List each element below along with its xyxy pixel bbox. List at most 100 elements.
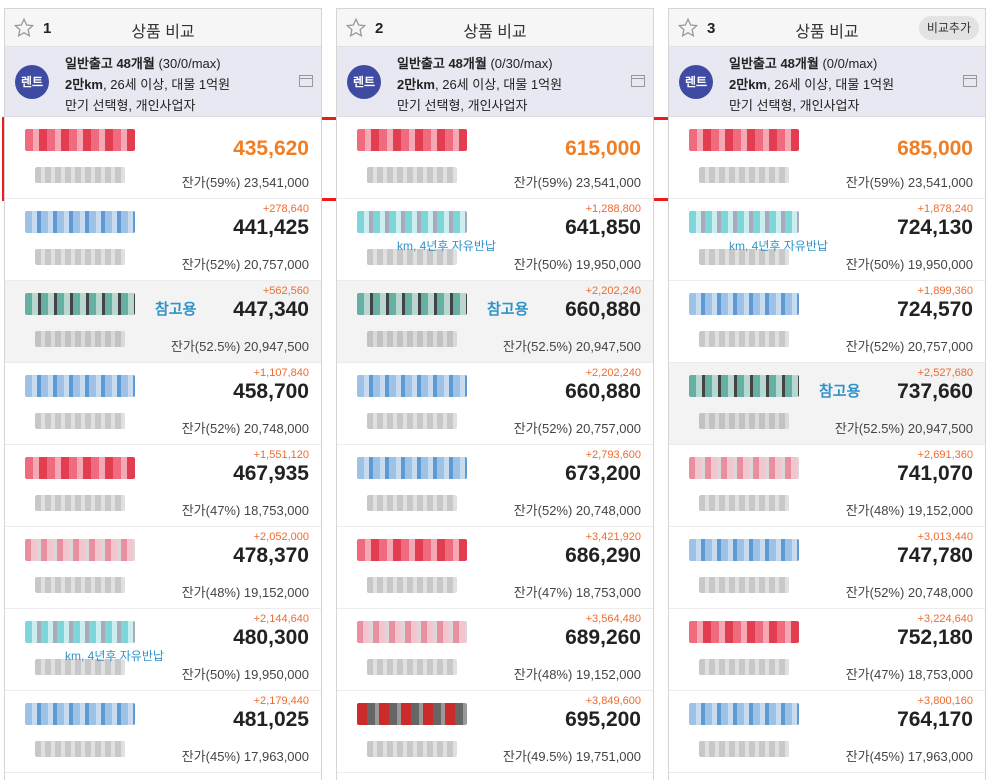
reference-label: 참고용 (487, 301, 529, 318)
price-difference: +1,551,120 (253, 449, 309, 461)
column-header: 1 상품 비교 (5, 9, 321, 47)
monthly-price: 741,070 (897, 462, 973, 485)
residual-value: 잔가(59%) 23,541,000 (845, 175, 973, 190)
product-row[interactable]: +2,793,600 673,200 잔가(52%) 20,748,000 (337, 445, 653, 527)
company-logo (357, 375, 467, 397)
mileage-note: km, 4년후 자유반납 (729, 239, 828, 253)
product-row[interactable]: +2,691,360 741,070 잔가(48%) 19,152,000 (669, 445, 985, 527)
product-row[interactable]: 435,620 잔가(59%) 23,541,000 (5, 117, 321, 199)
price-difference: +278,640 (262, 203, 309, 215)
reference-label: 참고용 (155, 301, 197, 318)
condition-mileage: 2만km (397, 77, 435, 92)
product-name-blurred (35, 413, 125, 429)
product-row[interactable]: +2,202,240 660,880 잔가(52%) 20,757,000 (337, 363, 653, 445)
condition-detail: , 26세 이상, 대물 1억원 (102, 77, 231, 92)
residual-value: 잔가(48%) 19,152,000 (845, 503, 973, 518)
product-name-blurred (699, 331, 789, 347)
favorite-star-icon[interactable] (13, 17, 35, 39)
price-difference: +2,144,640 (253, 613, 309, 625)
condition-detail: , 26세 이상, 대물 1억원 (766, 77, 895, 92)
product-name-blurred (367, 577, 457, 593)
condition-mileage: 2만km (729, 77, 767, 92)
price-difference: +2,179,440 (253, 695, 309, 707)
condition-mileage: 2만km (65, 77, 103, 92)
product-row[interactable]: +3,013,440 747,780 잔가(52%) 20,748,000 (669, 527, 985, 609)
product-row[interactable]: +3,421,920 686,290 잔가(47%) 18,753,000 (337, 527, 653, 609)
monthly-price: 724,130 (897, 216, 973, 239)
product-row[interactable]: +2,144,640 480,300 잔가(50%) 19,950,000 km, 4… (5, 609, 321, 691)
price-difference: +1,107,840 (253, 367, 309, 379)
product-row[interactable]: +562,560 447,340 잔가(52.5%) 20,947,500 참고용 (5, 281, 321, 363)
condition-option: (0/0/max) (818, 56, 878, 71)
company-logo (25, 703, 135, 725)
monthly-price: 467,935 (233, 462, 309, 485)
monthly-price: 458,700 (233, 380, 309, 403)
condition-line-2: 2만km, 26세 이상, 대물 1억원 (397, 74, 562, 93)
condition-line-1: 일반출고 48개월 (0/30/max) (397, 53, 553, 72)
company-logo (689, 129, 799, 151)
product-row[interactable]: 615,000 잔가(59%) 23,541,000 (337, 117, 653, 199)
company-logo (689, 293, 799, 315)
product-row[interactable]: +3,849,600 695,200 잔가(49.5%) 19,751,000 (337, 691, 653, 773)
monthly-price: 685,000 (897, 137, 973, 160)
detail-icon[interactable] (963, 75, 977, 87)
company-logo (689, 703, 799, 725)
company-logo (357, 211, 467, 233)
residual-value: 잔가(52%) 20,757,000 (181, 257, 309, 272)
product-row[interactable]: +1,107,840 458,700 잔가(52%) 20,748,000 (5, 363, 321, 445)
company-logo (357, 621, 467, 643)
company-logo (689, 539, 799, 561)
detail-icon[interactable] (631, 75, 645, 87)
product-name-blurred (35, 741, 125, 757)
product-row[interactable]: +3,224,640 752,180 잔가(47%) 18,753,000 (669, 609, 985, 691)
favorite-star-icon[interactable] (677, 17, 699, 39)
residual-value: 잔가(48%) 19,152,000 (181, 585, 309, 600)
company-logo (357, 539, 467, 561)
condition-detail: , 26세 이상, 대물 1억원 (434, 77, 563, 92)
residual-value: 잔가(50%) 19,950,000 (845, 257, 973, 272)
residual-value: 잔가(52%) 20,757,000 (845, 339, 973, 354)
product-name-blurred (699, 495, 789, 511)
product-row[interactable]: +3,800,160 764,170 잔가(45%) 17,963,000 (669, 691, 985, 773)
condition-panel: 렌트 일반출고 48개월 (30/0/max) 2만km, 26세 이상, 대물 1… (5, 47, 321, 117)
detail-icon[interactable] (299, 75, 313, 87)
company-logo (689, 375, 799, 397)
product-name-blurred (35, 495, 125, 511)
residual-value: 잔가(52.5%) 20,947,500 (502, 339, 641, 354)
product-row[interactable]: 685,000 잔가(59%) 23,541,000 (669, 117, 985, 199)
product-row[interactable]: +1,878,240 724,130 잔가(50%) 19,950,000 km, 4… (669, 199, 985, 281)
product-row[interactable]: +3,564,480 689,260 잔가(48%) 19,152,000 (337, 609, 653, 691)
product-row[interactable]: +1,899,360 724,570 잔가(52%) 20,757,000 (669, 281, 985, 363)
product-row[interactable]: +2,202,240 660,880 잔가(52.5%) 20,947,500 참고용 (337, 281, 653, 363)
monthly-price: 747,780 (897, 544, 973, 567)
product-row[interactable]: +1,551,120 467,935 잔가(47%) 18,753,000 (5, 445, 321, 527)
favorite-star-icon[interactable] (345, 17, 367, 39)
column-index: 2 (375, 20, 384, 37)
product-row[interactable]: +2,527,680 737,660 잔가(52.5%) 20,947,500 참고용 (669, 363, 985, 445)
product-name-blurred (699, 167, 789, 183)
residual-value: 잔가(45%) 17,963,000 (181, 749, 309, 764)
product-row[interactable]: +1,288,800 641,850 잔가(50%) 19,950,000 km, 4… (337, 199, 653, 281)
condition-line-3: 만기 선택형, 개인사업자 (65, 98, 196, 113)
mileage-note: km, 4년후 자유반납 (397, 239, 496, 253)
price-difference: +3,800,160 (917, 695, 973, 707)
add-compare-button[interactable]: 비교추가 (918, 16, 979, 40)
reference-label: 참고용 (819, 383, 861, 400)
product-row[interactable]: +2,179,440 481,025 잔가(45%) 17,963,000 (5, 691, 321, 773)
condition-panel: 렌트 일반출고 48개월 (0/0/max) 2만km, 26세 이상, 대물 1억… (669, 47, 985, 117)
residual-value: 잔가(45%) 17,963,000 (845, 749, 973, 764)
monthly-price: 615,000 (565, 137, 641, 160)
monthly-price: 695,200 (565, 708, 641, 731)
rent-badge: 렌트 (347, 65, 381, 99)
monthly-price: 724,570 (897, 298, 973, 321)
price-difference: +3,224,640 (917, 613, 973, 625)
product-row[interactable]: +278,640 441,425 잔가(52%) 20,757,000 (5, 199, 321, 281)
product-name-blurred (699, 413, 789, 429)
product-row[interactable]: +2,052,000 478,370 잔가(48%) 19,152,000 (5, 527, 321, 609)
condition-line-1: 일반출고 48개월 (0/0/max) (729, 53, 877, 72)
company-logo (25, 457, 135, 479)
product-name-blurred (367, 249, 457, 265)
condition-line-3: 만기 선택형, 개인사업자 (729, 98, 860, 113)
condition-option: (30/0/max) (154, 56, 221, 71)
company-logo (357, 703, 467, 725)
